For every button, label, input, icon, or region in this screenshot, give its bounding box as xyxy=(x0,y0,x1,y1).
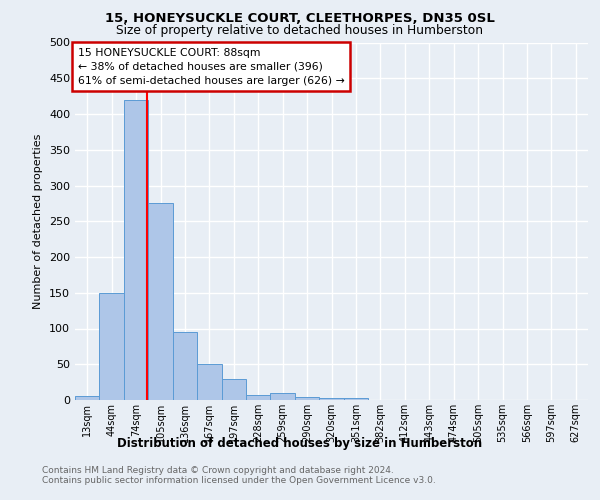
Text: Contains public sector information licensed under the Open Government Licence v3: Contains public sector information licen… xyxy=(42,476,436,485)
Bar xyxy=(271,393,295,400)
Bar xyxy=(344,398,368,400)
Bar xyxy=(319,398,344,400)
Bar xyxy=(221,378,246,400)
Bar xyxy=(246,395,271,400)
Bar xyxy=(295,397,319,400)
Text: 15 HONEYSUCKLE COURT: 88sqm
← 38% of detached houses are smaller (396)
61% of se: 15 HONEYSUCKLE COURT: 88sqm ← 38% of det… xyxy=(77,48,344,86)
Bar xyxy=(197,364,221,400)
Bar xyxy=(75,396,100,400)
Text: 15, HONEYSUCKLE COURT, CLEETHORPES, DN35 0SL: 15, HONEYSUCKLE COURT, CLEETHORPES, DN35… xyxy=(105,12,495,26)
Bar xyxy=(148,204,173,400)
Text: Size of property relative to detached houses in Humberston: Size of property relative to detached ho… xyxy=(116,24,484,37)
Bar xyxy=(124,100,148,400)
Text: Distribution of detached houses by size in Humberston: Distribution of detached houses by size … xyxy=(118,438,482,450)
Text: Contains HM Land Registry data © Crown copyright and database right 2024.: Contains HM Land Registry data © Crown c… xyxy=(42,466,394,475)
Bar xyxy=(100,292,124,400)
Y-axis label: Number of detached properties: Number of detached properties xyxy=(34,134,43,309)
Bar xyxy=(173,332,197,400)
